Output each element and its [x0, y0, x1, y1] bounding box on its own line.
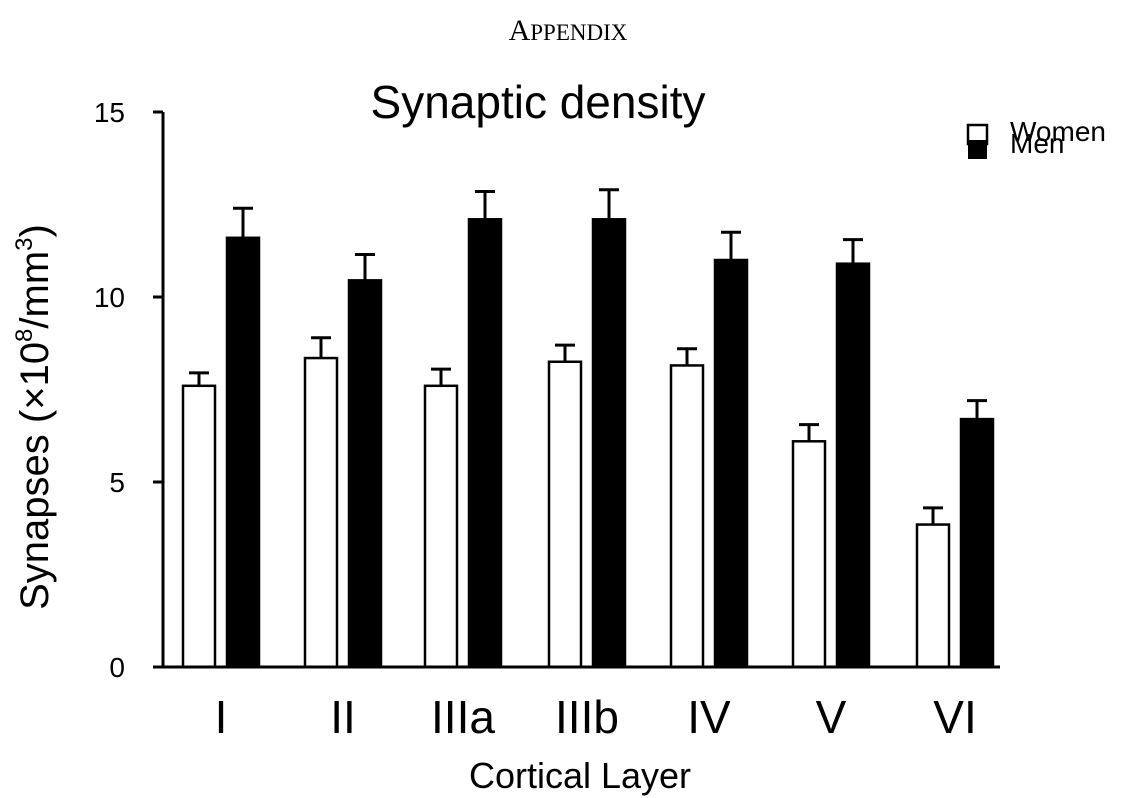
bar-men-V	[835, 262, 871, 669]
bar-women-V	[791, 440, 827, 669]
x-tick-label-IIIb: IIIb	[555, 691, 619, 743]
page-heading-rest: PPENDIX	[530, 20, 628, 45]
y-axis-label-unit: /mm	[13, 251, 57, 329]
bar-men-VI	[959, 417, 995, 669]
legend: Women Men	[966, 116, 1106, 159]
y-tick-label-0: 0	[109, 652, 125, 683]
bar-men-IV	[713, 258, 749, 669]
y-axis-label: Synapses (×108/mm3)	[11, 224, 57, 610]
y-tick-label-15: 15	[94, 97, 125, 128]
legend-label-women: Women	[1010, 116, 1106, 147]
bar-men-IIIb	[591, 218, 627, 669]
bar-women-IIIb	[547, 360, 583, 669]
bar-men-II	[347, 279, 383, 669]
page-heading-initial: A	[509, 14, 531, 47]
x-tick-label-IIIa: IIIa	[431, 691, 495, 743]
x-tick-label-VI: VI	[933, 691, 976, 743]
x-ticks-group: I II IIIa IIIb IV V VI	[215, 691, 977, 743]
bar-women-IV	[669, 364, 705, 669]
bar-women-II	[303, 356, 339, 669]
x-tick-label-IV: IV	[687, 691, 731, 743]
y-axis-label-main: Synapses (×10	[13, 342, 57, 610]
x-axis-label: Cortical Layer	[469, 755, 691, 796]
y-tick-label-5: 5	[109, 467, 125, 498]
y-ticks-group: 0 5 10 15	[94, 97, 163, 683]
x-tick-label-V: V	[816, 691, 847, 743]
bar-women-IIIa	[423, 384, 459, 669]
x-tick-label-I: I	[215, 691, 228, 743]
page-heading: APPENDIX	[509, 14, 628, 47]
chart-title: Synaptic density	[371, 76, 706, 128]
x-tick-label-II: II	[330, 691, 356, 743]
legend-swatch-men	[968, 140, 987, 159]
y-axis-label-exponent-2: 3	[11, 237, 38, 250]
y-axis-label-end: )	[13, 224, 57, 237]
y-axis-label-exponent-1: 8	[11, 329, 38, 342]
bar-women-I	[181, 384, 217, 669]
bar-men-IIIa	[467, 218, 503, 669]
bar-women-VI	[915, 523, 951, 669]
bar-men-I	[225, 236, 261, 669]
bars-group	[181, 188, 995, 669]
y-tick-label-10: 10	[94, 282, 125, 313]
legend-label-men: Men	[1010, 128, 1064, 159]
